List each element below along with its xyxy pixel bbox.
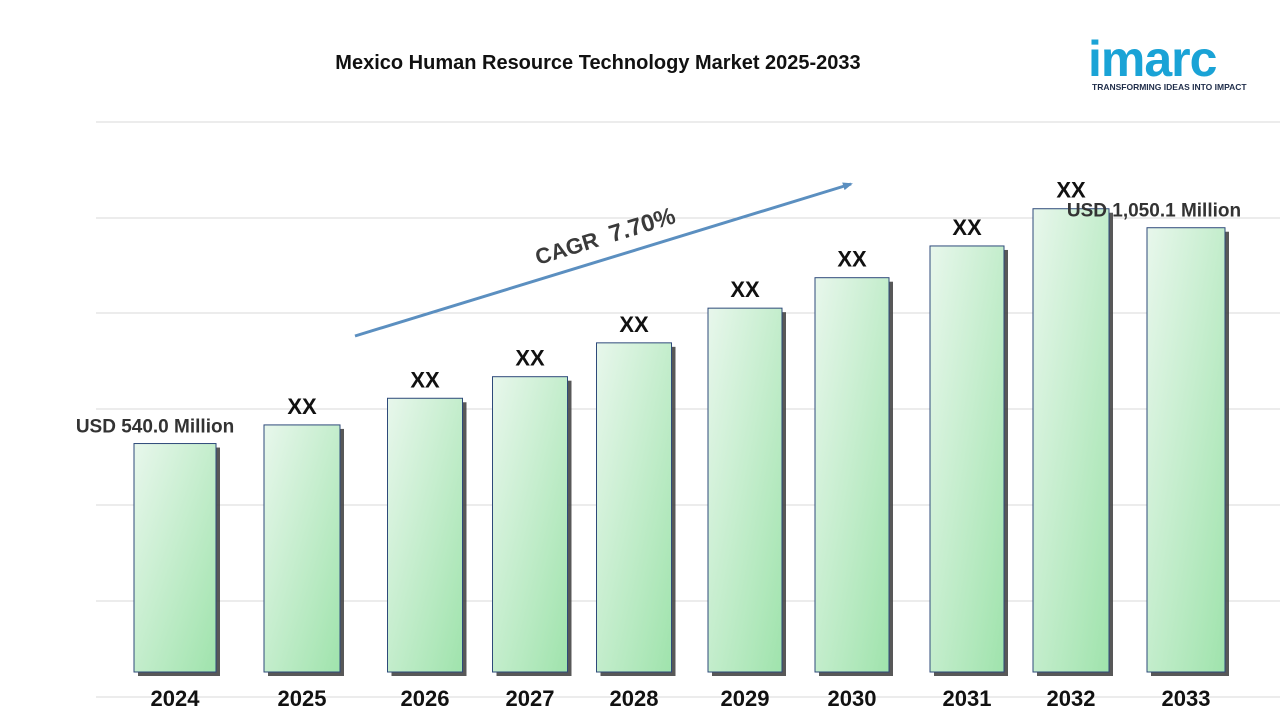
data-label-2024: USD 540.0 Million — [76, 417, 234, 438]
cagr-arrow — [354, 182, 853, 338]
x-tick-2030: 2030 — [828, 686, 877, 711]
bar-2024 — [133, 443, 217, 673]
bar-2028 — [596, 342, 672, 673]
data-label-2032: XX — [1056, 178, 1086, 203]
x-tick-2028: 2028 — [610, 686, 659, 711]
data-label-2033: USD 1,050.1 Million — [1067, 201, 1241, 222]
bars — [133, 208, 1229, 676]
x-tick-2031: 2031 — [943, 686, 992, 711]
x-tick-2024: 2024 — [151, 686, 201, 711]
logo-tagline: TRANSFORMING IDEAS INTO IMPACT — [1092, 82, 1247, 92]
data-label-2027: XX — [515, 346, 545, 371]
data-label-2029: XX — [730, 277, 760, 302]
x-tick-2027: 2027 — [506, 686, 555, 711]
bar-2027 — [492, 376, 568, 673]
data-label-2026: XX — [410, 367, 440, 392]
x-tick-2026: 2026 — [401, 686, 450, 711]
data-label-2025: XX — [287, 394, 317, 419]
x-tick-2029: 2029 — [721, 686, 770, 711]
bar-2026 — [387, 397, 463, 673]
bar-2030 — [814, 277, 890, 673]
data-label-2030: XX — [837, 247, 867, 272]
x-tick-2033: 2033 — [1162, 686, 1211, 711]
imarc-logo: imarc TRANSFORMING IDEAS INTO IMPACT — [1088, 16, 1264, 96]
x-tick-2025: 2025 — [278, 686, 327, 711]
bar-2025 — [263, 424, 341, 673]
bar-2032 — [1032, 208, 1110, 673]
chart-title: Mexico Human Resource Technology Market … — [335, 52, 861, 74]
x-tick-2032: 2032 — [1047, 686, 1096, 711]
data-label-2028: XX — [619, 312, 649, 337]
bar-2033 — [1146, 227, 1226, 673]
bar-2029 — [707, 307, 783, 673]
logo-wordmark: imarc — [1088, 31, 1217, 87]
x-axis-tick-labels: 2024 2025 2026 2027 2028 2029 2030 2031 2032 2033 — [151, 686, 1211, 711]
data-label-2031: XX — [952, 215, 982, 240]
bar-2031 — [929, 245, 1005, 673]
